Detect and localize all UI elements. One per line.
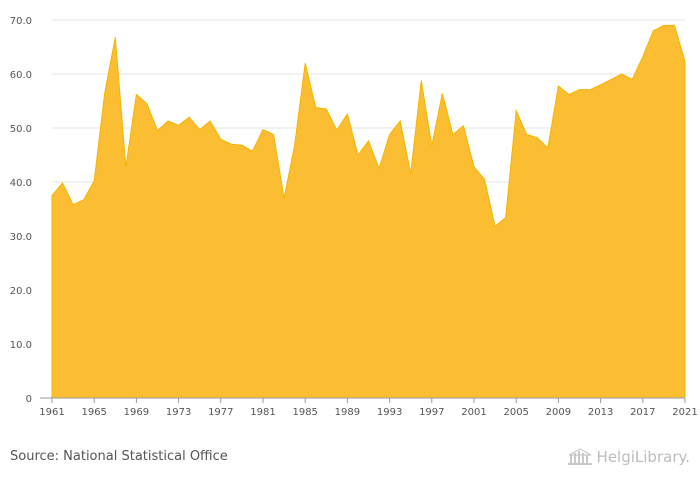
x-tick-label: 2017 bbox=[630, 407, 655, 418]
y-tick-label: 60.0 bbox=[10, 70, 32, 81]
x-axis: 1961 1965 1969 1973 1977 1981 1985 1989 1993 1997… bbox=[39, 397, 698, 418]
y-tick-label: 70.0 bbox=[10, 16, 32, 27]
x-tick-label: 1965 bbox=[81, 407, 106, 418]
area-fill bbox=[51, 24, 686, 399]
source-note: Source: National Statistical Office bbox=[10, 449, 228, 464]
area-chart: 1961 1965 1969 1973 1977 1981 1985 1989 1993 1997… bbox=[10, 16, 698, 418]
x-tick-label: 1985 bbox=[292, 407, 317, 418]
x-tick-label: 2021 bbox=[672, 407, 697, 418]
y-axis: 0 10.0 20.0 30.0 40.0 50.0 60.0 70.0 bbox=[10, 16, 32, 405]
x-tick-label: 1997 bbox=[419, 407, 444, 418]
x-tick-label: 1981 bbox=[250, 407, 275, 418]
logo-text: HelgiLibrary. bbox=[596, 448, 690, 466]
x-tick-label: 1973 bbox=[166, 407, 191, 418]
x-tick-label: 2001 bbox=[461, 407, 486, 418]
x-tick-label: 1993 bbox=[377, 407, 402, 418]
x-tick-label: 1969 bbox=[124, 407, 149, 418]
x-tick-label: 2005 bbox=[503, 407, 528, 418]
x-tick-label: 1961 bbox=[39, 407, 64, 418]
x-tick-label: 1977 bbox=[208, 407, 233, 418]
x-tick-label: 1989 bbox=[335, 407, 360, 418]
y-tick-label: 0 bbox=[26, 394, 32, 405]
helgilibrary-logo: HelgiLibrary. bbox=[567, 448, 690, 466]
x-tick-label: 2009 bbox=[546, 407, 571, 418]
y-tick-label: 30.0 bbox=[10, 232, 32, 243]
y-tick-label: 20.0 bbox=[10, 286, 32, 297]
area-series bbox=[51, 24, 686, 399]
library-building-icon bbox=[567, 448, 592, 465]
y-tick-label: 40.0 bbox=[10, 178, 32, 189]
y-tick-label: 50.0 bbox=[10, 124, 32, 135]
x-tick-label: 2013 bbox=[588, 407, 613, 418]
y-tick-label: 10.0 bbox=[10, 340, 32, 351]
